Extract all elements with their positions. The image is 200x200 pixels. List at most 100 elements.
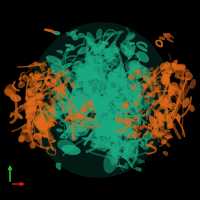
Ellipse shape [26,96,35,106]
Ellipse shape [124,143,131,150]
Ellipse shape [122,140,136,152]
Ellipse shape [131,120,135,122]
Ellipse shape [121,34,135,44]
Ellipse shape [142,101,150,109]
Ellipse shape [93,46,98,54]
Ellipse shape [118,104,125,107]
Ellipse shape [128,45,136,60]
Ellipse shape [98,42,106,52]
Ellipse shape [129,60,140,72]
Ellipse shape [91,126,94,131]
Ellipse shape [85,51,93,71]
Ellipse shape [69,133,79,141]
Ellipse shape [145,82,148,85]
Ellipse shape [136,73,142,79]
Ellipse shape [136,51,149,63]
Ellipse shape [143,83,145,87]
Ellipse shape [120,115,128,122]
Ellipse shape [111,152,117,158]
Ellipse shape [83,66,92,76]
Ellipse shape [27,78,33,86]
Ellipse shape [128,147,134,149]
Ellipse shape [108,95,114,103]
Ellipse shape [108,83,131,99]
Ellipse shape [124,162,128,169]
Ellipse shape [82,69,92,74]
Ellipse shape [151,130,157,135]
Ellipse shape [108,70,120,83]
Ellipse shape [128,133,131,137]
Ellipse shape [74,101,85,116]
Ellipse shape [73,95,79,105]
Ellipse shape [115,138,122,145]
Ellipse shape [26,106,37,114]
Ellipse shape [57,88,63,92]
Ellipse shape [148,80,152,87]
Ellipse shape [145,93,152,98]
Ellipse shape [59,92,63,94]
Ellipse shape [65,100,89,112]
Ellipse shape [135,68,140,74]
Ellipse shape [125,100,128,106]
Ellipse shape [53,86,58,91]
Ellipse shape [94,107,97,114]
Ellipse shape [111,144,119,150]
Ellipse shape [152,83,158,85]
Ellipse shape [88,118,95,121]
Ellipse shape [146,109,151,116]
Ellipse shape [124,148,128,153]
Ellipse shape [134,87,142,96]
Ellipse shape [97,43,102,53]
Ellipse shape [110,119,131,134]
Ellipse shape [107,52,116,59]
Ellipse shape [164,130,171,132]
Ellipse shape [115,123,134,138]
Ellipse shape [120,82,129,90]
Ellipse shape [132,133,134,135]
Ellipse shape [127,119,131,124]
Ellipse shape [81,116,89,123]
Ellipse shape [36,81,42,88]
Ellipse shape [10,94,21,102]
Ellipse shape [57,88,63,94]
Ellipse shape [111,88,117,100]
Ellipse shape [128,74,135,80]
Ellipse shape [134,134,139,138]
Ellipse shape [147,78,151,83]
Ellipse shape [83,107,87,112]
Ellipse shape [168,88,176,96]
Ellipse shape [18,76,25,80]
Ellipse shape [74,116,81,119]
Ellipse shape [96,28,102,39]
Ellipse shape [78,107,84,114]
Ellipse shape [133,118,136,121]
Ellipse shape [84,80,95,94]
Ellipse shape [125,133,131,138]
Ellipse shape [168,83,173,88]
Ellipse shape [71,29,78,34]
Ellipse shape [72,87,78,94]
Ellipse shape [42,131,49,135]
Ellipse shape [91,74,100,79]
Ellipse shape [60,70,65,74]
Ellipse shape [161,139,167,144]
Ellipse shape [165,114,171,122]
Ellipse shape [70,82,76,88]
Ellipse shape [128,162,134,169]
Ellipse shape [105,141,111,149]
Ellipse shape [45,126,48,130]
Ellipse shape [126,32,135,40]
Ellipse shape [80,120,86,126]
Ellipse shape [130,145,134,150]
Ellipse shape [150,99,155,105]
Ellipse shape [27,120,31,124]
Ellipse shape [113,68,124,75]
Ellipse shape [162,114,166,118]
Ellipse shape [138,94,140,98]
Ellipse shape [59,90,65,95]
Ellipse shape [135,96,143,103]
Ellipse shape [149,67,154,71]
Ellipse shape [114,77,124,82]
Ellipse shape [168,86,175,96]
Ellipse shape [133,96,140,104]
